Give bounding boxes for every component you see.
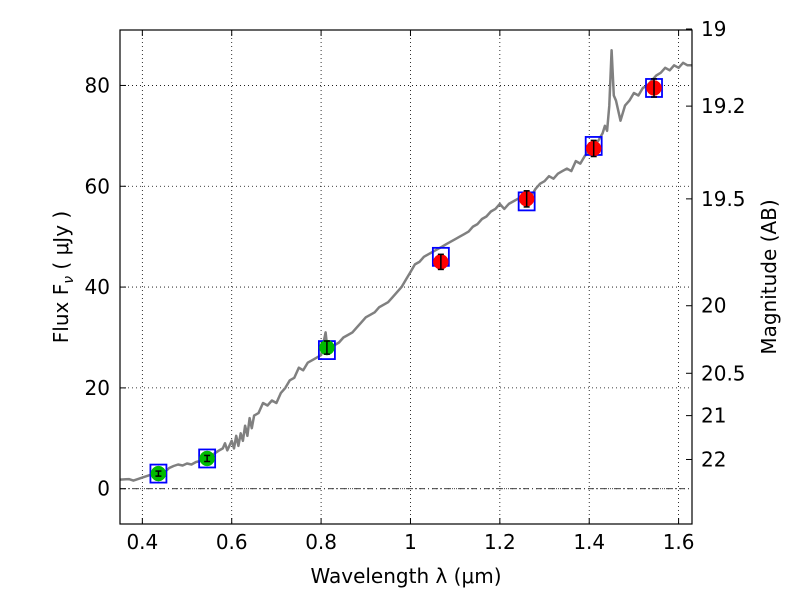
magnitude-tick-label: 20.5 bbox=[701, 361, 746, 385]
y-axis-label-left-main: Flux F bbox=[49, 284, 73, 343]
grid-layer bbox=[120, 30, 692, 524]
y-axis-label-left-unit: ( μJy ) bbox=[49, 211, 73, 276]
tick-layer: 0.4 0.6 0.8 1 1.2 1.4 1.6 0 20 40 60 80 19 19.2 19.5 20… bbox=[85, 17, 746, 554]
plot-frame bbox=[119, 29, 693, 525]
x-tick-label: 0.6 bbox=[216, 530, 248, 554]
synthetic-photometry-marker bbox=[198, 448, 217, 469]
y-axis-label-right: Magnitude (AB) bbox=[757, 199, 781, 354]
y-axis-label-left: Flux Fν ( μJy ) bbox=[49, 211, 77, 343]
magnitude-tick-label: 19.2 bbox=[701, 94, 746, 118]
y-tick-label: 60 bbox=[85, 174, 110, 198]
magnitude-tick-label: 20 bbox=[701, 294, 726, 318]
magnitude-tick-label: 21 bbox=[701, 404, 726, 428]
magnitude-tick-label: 19.5 bbox=[701, 187, 746, 211]
plot-layer bbox=[119, 48, 692, 484]
y-tick-label: 40 bbox=[85, 275, 110, 299]
y-tick-label: 80 bbox=[85, 73, 110, 97]
x-tick-label: 1 bbox=[404, 530, 417, 554]
synthetic-photometry-marker bbox=[149, 463, 168, 484]
x-axis-label: Wavelength λ (μm) bbox=[310, 564, 501, 588]
x-tick-label: 1.4 bbox=[573, 530, 605, 554]
y-tick-label: 0 bbox=[97, 477, 110, 501]
spectrum-line bbox=[119, 48, 692, 482]
y-axis-label-left-sub: ν bbox=[61, 276, 77, 284]
magnitude-tick-label: 22 bbox=[701, 447, 726, 471]
x-tick-label: 1.6 bbox=[663, 530, 695, 554]
x-tick-label: 1.2 bbox=[484, 530, 516, 554]
x-tick-label: 0.4 bbox=[126, 530, 158, 554]
y-tick-label: 20 bbox=[85, 376, 110, 400]
magnitude-tick-label: 19 bbox=[701, 17, 726, 41]
x-tick-label: 0.8 bbox=[305, 530, 337, 554]
